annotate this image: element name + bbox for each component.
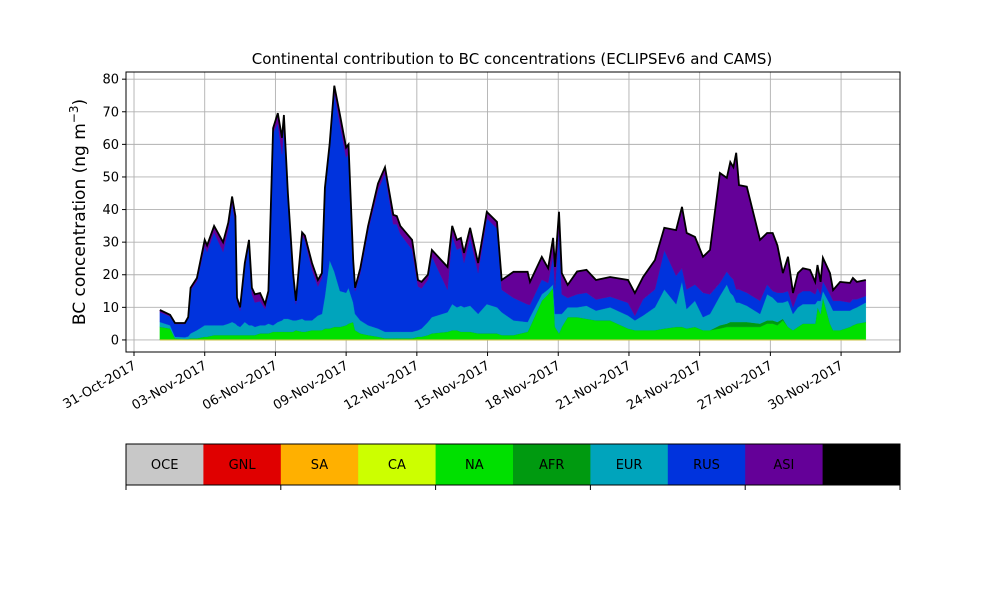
- colorbar-label: SA: [311, 458, 328, 473]
- colorbar-cell-asi: [745, 444, 824, 485]
- y-axis-label: BC concentration (ng m−3): [67, 99, 90, 325]
- x-tick-label: 06-Nov-2017: [200, 358, 280, 413]
- colorbar-label: AFR: [539, 458, 564, 473]
- colorbar-cell-sa: [280, 444, 359, 485]
- x-tick-label: 27-Nov-2017: [695, 358, 775, 413]
- plot-frame: [125, 71, 901, 353]
- colorbar-label: ASI: [773, 458, 794, 473]
- colorbar-label: GNL: [229, 458, 257, 473]
- x-tick-label: 12-Nov-2017: [342, 358, 422, 413]
- colorbar-legend: OCE GNL SA CA NA AFR EUR RUS ASI AUS: [125, 443, 901, 490]
- chart-title: Continental contribution to BC concentra…: [252, 50, 773, 68]
- colorbar-cell-aus: [822, 444, 901, 485]
- y-tick-label: 40: [102, 203, 119, 218]
- x-tick-label: 31-Oct-2017: [61, 358, 139, 412]
- y-tick-label: 20: [102, 268, 119, 283]
- colorbar-label: EUR: [616, 458, 643, 473]
- y-tick-label: 70: [102, 105, 119, 120]
- y-tick-label: 10: [102, 301, 119, 316]
- area-asi: [159, 85, 866, 325]
- colorbar-cell-eur: [590, 444, 669, 485]
- colorbar-label: AUS: [848, 458, 875, 473]
- stacked-areas: [159, 85, 866, 341]
- colorbar-label: RUS: [693, 458, 720, 473]
- y-tick-label: 50: [102, 170, 119, 185]
- colorbar-cell-na: [435, 444, 514, 485]
- x-tick-label: 21-Nov-2017: [554, 358, 634, 413]
- total-outline: [159, 85, 866, 324]
- colorbar-cell-gnl: [203, 444, 282, 485]
- colorbar-label: CA: [388, 458, 406, 473]
- colorbar-cell-afr: [513, 444, 591, 485]
- x-axis: 31-Oct-201703-Nov-201706-Nov-201709-Nov-…: [61, 352, 846, 413]
- x-tick-label: 24-Nov-2017: [624, 358, 704, 413]
- y-tick-label: 60: [102, 138, 119, 153]
- y-tick-label: 0: [111, 333, 119, 348]
- x-tick-label: 09-Nov-2017: [271, 358, 351, 413]
- colorbar-label: NA: [465, 458, 484, 473]
- colorbar-cell-oce: [126, 444, 204, 485]
- y-axis: 0 10 20 30 40 50 60 70 80: [102, 73, 126, 348]
- colorbar-cell-ca: [358, 444, 437, 485]
- colorbar-label: OCE: [151, 458, 179, 473]
- y-tick-label: 30: [102, 236, 119, 251]
- colorbar-cell-rus: [667, 444, 746, 485]
- x-tick-label: 18-Nov-2017: [483, 358, 563, 413]
- x-tick-label: 15-Nov-2017: [412, 358, 492, 413]
- colorbar-frame: [125, 443, 901, 486]
- x-tick-label: 30-Nov-2017: [766, 358, 846, 413]
- y-tick-label: 80: [102, 73, 119, 88]
- x-tick-label: 03-Nov-2017: [129, 358, 209, 413]
